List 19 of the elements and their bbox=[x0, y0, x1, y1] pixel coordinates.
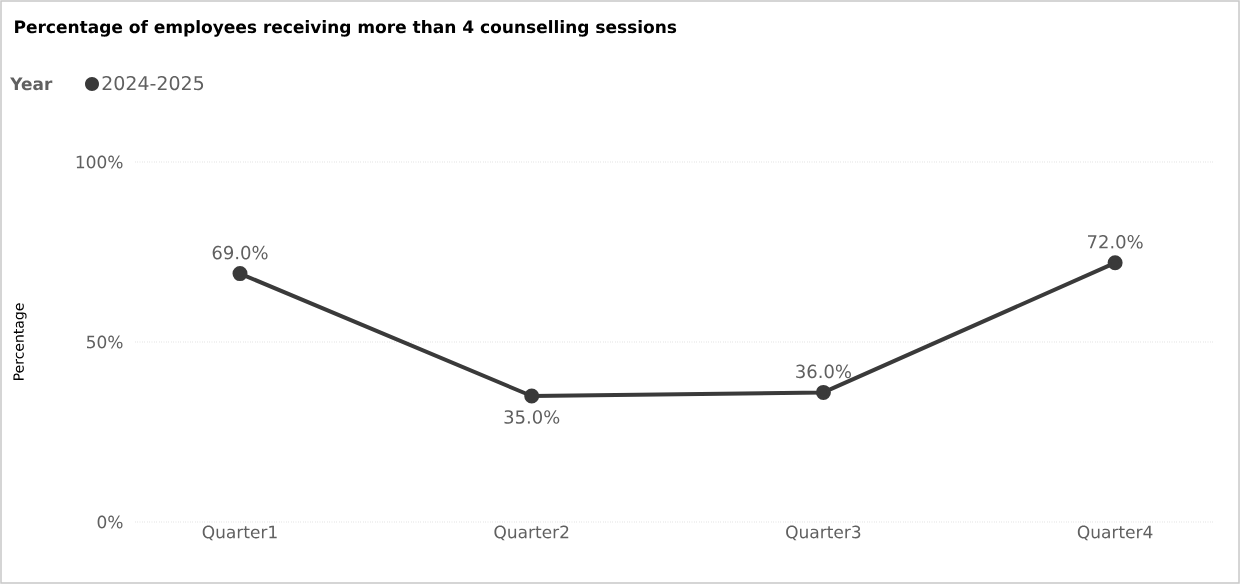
data-label: 35.0% bbox=[504, 410, 560, 424]
legend-title: Year bbox=[10, 77, 53, 91]
point bbox=[232, 266, 248, 282]
x-tick-label: Quarter4 bbox=[1077, 525, 1153, 541]
y-tick-label: 100% bbox=[76, 155, 123, 169]
y-tick-label: 50% bbox=[87, 335, 123, 349]
data-label: 72.0% bbox=[1088, 234, 1143, 249]
point bbox=[524, 388, 540, 404]
chart-title: Percentage of employees receiving more than 4 counselling sessions bbox=[15, 20, 677, 37]
data-label: 36.0% bbox=[796, 364, 851, 379]
x-tick-label: Quarter2 bbox=[494, 525, 569, 541]
point bbox=[1107, 255, 1123, 271]
y-tick-label: 0% bbox=[97, 515, 123, 529]
x-tick-label: Quarter1 bbox=[202, 525, 277, 541]
x-tick-label: Quarter3 bbox=[786, 525, 861, 541]
point bbox=[815, 384, 831, 400]
data-label: 69.0% bbox=[212, 245, 268, 260]
legend-label: 2024-2025 bbox=[102, 75, 204, 91]
y-axis-title: Percentage bbox=[13, 303, 27, 380]
